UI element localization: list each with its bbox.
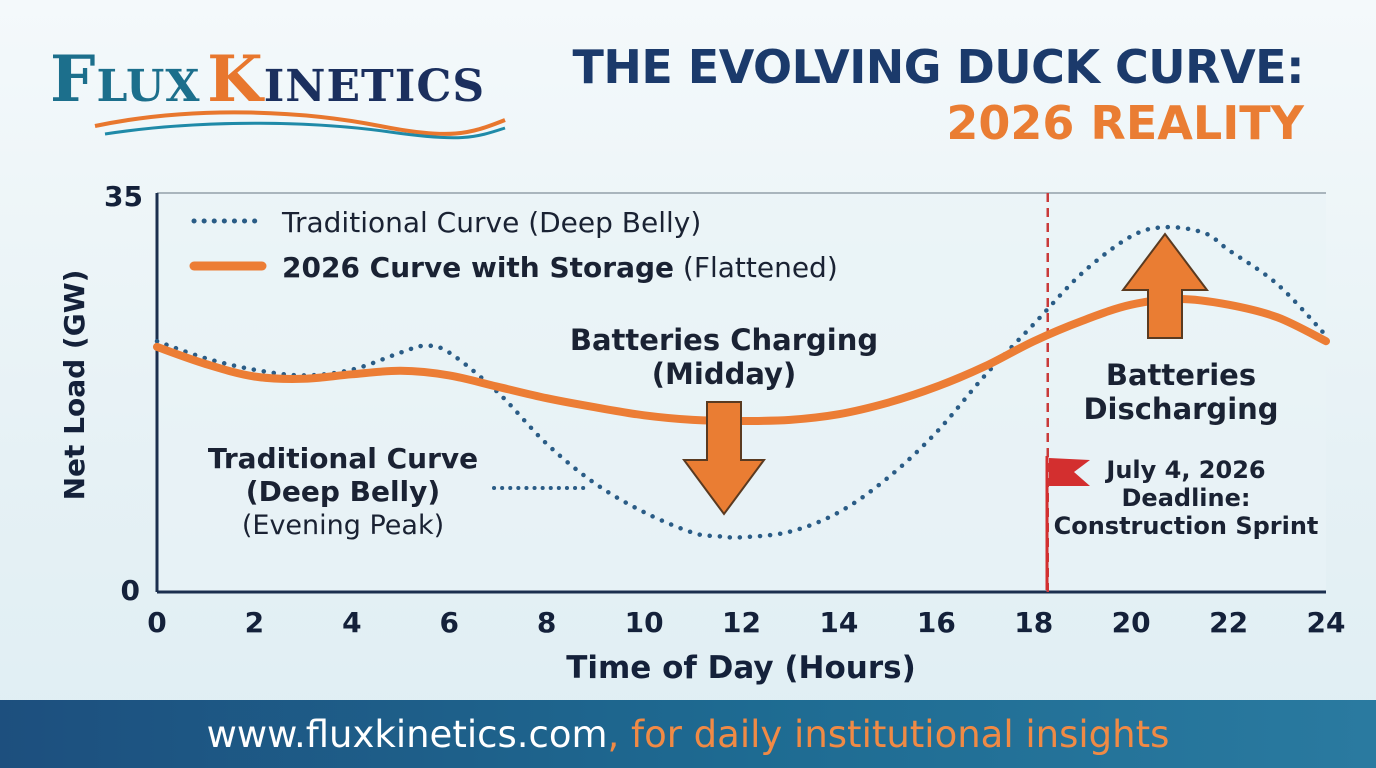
x-tick-label: 24: [1307, 606, 1346, 639]
deadline-annotation-text: Construction Sprint: [1054, 512, 1319, 540]
plot-area: [157, 193, 1326, 592]
x-tick-label: 6: [440, 606, 459, 639]
annotation-layer: Batteries Charging(Midday) BatteriesDisch…: [208, 232, 1319, 590]
x-axis-label: Time of Day (Hours): [566, 650, 916, 686]
footer-text: www.fluxkinetics.com, for daily institut…: [0, 713, 1376, 756]
x-tick-label: 8: [537, 606, 556, 639]
x-tick-label: 4: [342, 606, 361, 639]
chart-axes: [155, 192, 1326, 594]
y-tick-label: 0: [121, 574, 140, 607]
logo-swoosh-icon: [94, 110, 506, 140]
x-tick-label: 10: [625, 606, 664, 639]
y-tick-label: 35: [104, 180, 143, 213]
chart-legend: Traditional Curve (Deep Belly) 2026 Curve…: [189, 206, 838, 284]
y-axis-label: Net Load (GW): [58, 270, 91, 501]
up-arrow-icon: [1121, 232, 1209, 339]
page-subtitle: 2026 REALITY: [946, 96, 1304, 150]
x-tick-label: 14: [819, 606, 858, 639]
footer-bar: www.fluxkinetics.com, for daily institut…: [0, 700, 1376, 768]
duck-curve-chart: Batteries Charging(Midday) BatteriesDisch…: [58, 180, 1345, 686]
charging-annotation-text: Batteries Charging: [570, 323, 878, 357]
traditional-curve-series: [154, 224, 1329, 540]
footer-tagline: , for daily institutional insights: [607, 713, 1170, 756]
logo-flux-rest: LUX: [96, 61, 201, 112]
legend-entry: Traditional Curve (Deep Belly): [281, 206, 701, 239]
plot-background: [157, 193, 1326, 592]
discharging-annotation-text: Batteries: [1106, 358, 1256, 392]
flux-kinetics-logo: FLUX KINETICS: [50, 34, 520, 144]
traditional-annotation-text: (Deep Belly): [246, 475, 440, 508]
logo-kinetics-rest: INETICS: [263, 61, 486, 112]
charging-annotation-text: (Midday): [652, 357, 796, 391]
traditional-annotation-text: Traditional Curve: [208, 442, 478, 475]
x-tick-label: 12: [722, 606, 761, 639]
x-tick-label: 20: [1112, 606, 1151, 639]
page-title: THE EVOLVING DUCK CURVE:: [572, 40, 1304, 94]
x-tick-label: 2: [245, 606, 264, 639]
deadline-annotation-text: Deadline:: [1122, 484, 1251, 512]
logo-flux-initial: F: [50, 42, 97, 117]
flag-icon: [1049, 458, 1090, 486]
x-tick-label: 18: [1014, 606, 1053, 639]
legend-entry: 2026 Curve with Storage (Flattened): [282, 251, 838, 284]
logo-kinetics-initial: K: [207, 42, 264, 117]
deadline-annotation-text: July 4, 2026: [1104, 456, 1265, 484]
legend-entry-text: Traditional Curve (Deep Belly): [281, 206, 701, 239]
x-tick-label: 22: [1209, 606, 1248, 639]
traditional-annotation-text: (Evening Peak): [242, 510, 444, 541]
logo-text: FLUX KINETICS: [50, 42, 485, 117]
x-tick-label: 0: [147, 606, 166, 639]
footer-url-link[interactable]: www.fluxkinetics.com: [206, 713, 608, 756]
discharging-annotation-text: Discharging: [1083, 392, 1278, 426]
legend-entry-text: (Flattened): [674, 251, 838, 284]
x-tick-label: 16: [917, 606, 956, 639]
legend-entry-bold: 2026 Curve with Storage: [282, 251, 674, 284]
down-arrow-icon: [682, 401, 766, 516]
